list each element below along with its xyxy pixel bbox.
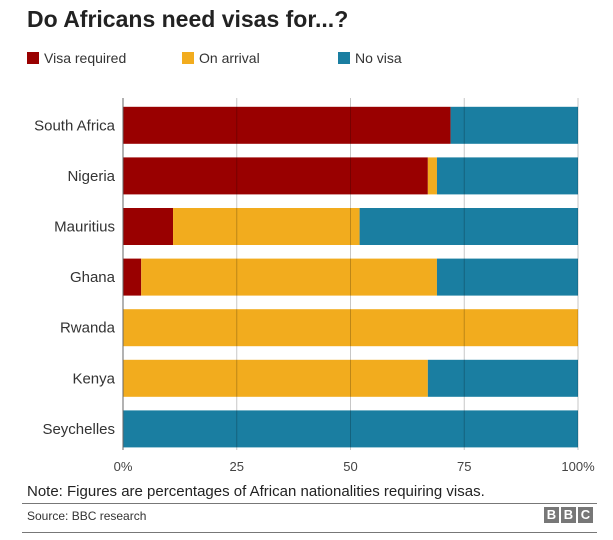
bar-on-arrival: [123, 359, 428, 397]
bar-on-arrival: [123, 309, 578, 347]
bar-visa-required: [123, 106, 451, 144]
bar-visa-required: [123, 208, 174, 245]
category-label: Rwanda: [60, 320, 116, 337]
legend-label: Visa required: [44, 50, 127, 66]
category-label: Seychelles: [42, 421, 115, 438]
legend-swatch: [27, 52, 39, 64]
bar-on-arrival: [427, 157, 437, 195]
category-label: Ghana: [70, 269, 116, 286]
bar-visa-required: [123, 157, 428, 195]
chart-title: Do Africans need visas for...?: [27, 6, 349, 32]
legend-swatch: [338, 52, 350, 64]
legend-item-on-arrival: On arrival: [182, 50, 338, 66]
x-tick-label: 100%: [561, 459, 595, 474]
legend-label: No visa: [355, 50, 402, 66]
source-text: Source: BBC research: [27, 509, 147, 523]
legend-item-visa-required: Visa required: [27, 50, 182, 66]
bar-no-visa: [359, 208, 578, 245]
bar-visa-required: [123, 258, 142, 296]
divider: [22, 503, 597, 504]
category-label: Kenya: [72, 370, 115, 387]
x-tick-label: 75: [457, 459, 471, 474]
category-label: Nigeria: [67, 168, 115, 185]
x-tick-label: 50: [343, 459, 357, 474]
legend: Visa required On arrival No visa: [27, 50, 402, 66]
category-label: South Africa: [34, 117, 116, 134]
x-tick-label: 0%: [114, 459, 133, 474]
bar-no-visa: [436, 157, 578, 195]
bar-on-arrival: [141, 258, 437, 296]
bar-chart: South Africa Nigeria Mauritius Ghana Rwanda K…: [34, 98, 595, 474]
legend-item-no-visa: No visa: [338, 50, 402, 66]
legend-swatch: [182, 52, 194, 64]
bar-no-visa: [436, 258, 578, 296]
bar-no-visa: [123, 410, 578, 448]
chart-note: Note: Figures are percentages of African…: [27, 483, 485, 500]
bar-no-visa: [427, 359, 578, 397]
category-label: Mauritius: [54, 219, 115, 236]
legend-label: On arrival: [199, 50, 260, 66]
x-tick-label: 25: [230, 459, 244, 474]
divider: [22, 532, 597, 533]
bar-no-visa: [450, 106, 578, 144]
bar-on-arrival: [173, 208, 360, 245]
